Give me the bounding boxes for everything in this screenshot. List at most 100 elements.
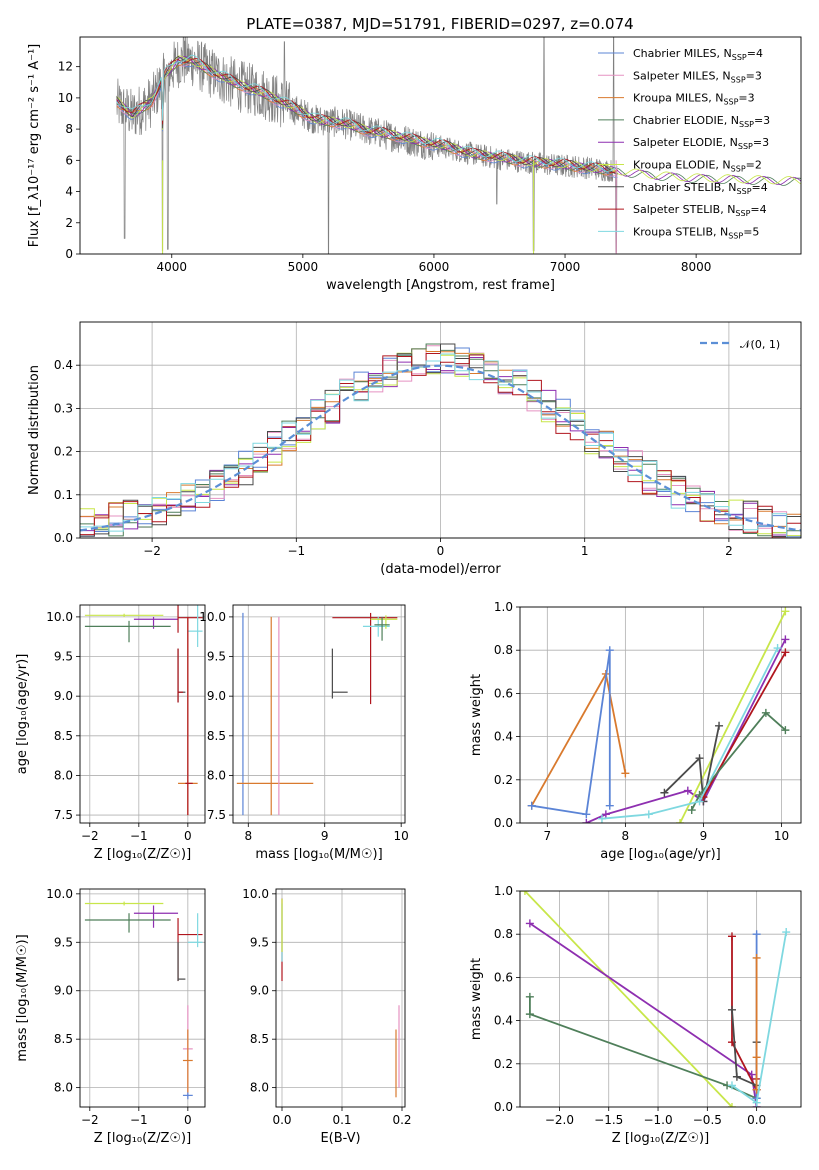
axes-frame <box>519 606 802 824</box>
weight-line <box>663 725 720 802</box>
errorbar-point <box>374 616 390 641</box>
y-tick-label: 1.0 <box>494 600 513 614</box>
y-tick-label: 0.8 <box>494 927 513 941</box>
legend-entry-tail: =4 <box>747 47 763 60</box>
weight-marker <box>597 814 606 823</box>
x-axis-label: Z [log₁₀(Z/Z☉)] <box>94 847 191 862</box>
legend-entry-sub: SSP <box>728 231 743 240</box>
x-axis-label: (data-model)/error <box>380 562 501 577</box>
legend-entry-tail: =4 <box>752 181 768 194</box>
y-tick-label: 0.6 <box>494 970 513 984</box>
legend-entry: Chabrier STELIB, NSSP=4 <box>633 181 768 196</box>
plot-area <box>116 37 801 254</box>
errorbar-point <box>84 613 164 617</box>
spectrum-title: PLATE=0387, MJD=51791, FIBERID=0297, z=0… <box>246 15 633 33</box>
errorbar-point <box>242 612 244 816</box>
errorbar-point <box>332 612 398 705</box>
legend-entry-sub: SSP <box>731 165 746 174</box>
weight-marker <box>732 1072 741 1081</box>
legend-entry-label: Chabrier MILES, N <box>633 47 732 60</box>
y-tick-label: 0.4 <box>494 730 513 744</box>
plot-area <box>281 898 400 1098</box>
y-tick-label: 9.0 <box>207 689 226 703</box>
x-tick-label: 0.1 <box>332 1113 351 1127</box>
weight-vs-Z-panel: −2.0 −1.5 −1.0 −0.5 0.0 0.0 0.2 0.4 0.6 0.8 1.0 Z [… <box>469 884 802 1146</box>
errorbar-point <box>370 615 398 629</box>
mass-vs-Z-panel: −2 −1 0 8.0 8.5 9.0 9.5 10.0 Z [log₁₀(Z/Z☉)] mass… <box>15 887 206 1146</box>
x-tick-label: 5000 <box>288 260 319 274</box>
y-tick-label: 7.5 <box>54 808 73 822</box>
errorbar-point <box>187 605 203 648</box>
y-tick-label: 9.5 <box>250 935 269 949</box>
errorbar-point <box>187 913 203 948</box>
x-tick-label: 0.0 <box>747 1113 766 1127</box>
model-spectrum-kroupa-elodie <box>116 55 801 185</box>
weight-marker <box>687 806 696 815</box>
weight-marker <box>520 891 529 895</box>
legend-entry-tail: =5 <box>743 225 759 238</box>
x-tick-label: 0.0 <box>272 1113 291 1127</box>
histogram-chabrier-stelib <box>80 343 801 537</box>
legend-entry-sub: SSP <box>735 209 750 218</box>
errorbar-point <box>182 1092 193 1100</box>
errorbar-point <box>177 918 203 982</box>
x-tick-label: −2.0 <box>545 1113 574 1127</box>
model-spectrum-salpeter-elodie <box>116 56 801 186</box>
y-tick-label: 8.5 <box>54 1032 73 1046</box>
histogram-kroupa-stelib <box>80 353 801 538</box>
y-tick-label: 4 <box>65 185 73 199</box>
weight-marker <box>676 819 685 823</box>
x-axis-label: wavelength [Angstrom, rest frame] <box>326 278 555 293</box>
y-tick-label: 0.8 <box>494 643 513 657</box>
y-tick-label: 10.0 <box>199 610 226 624</box>
spectrum-panel: 4000 5000 6000 7000 8000 0 2 4 6 8 10 12 wavelength … <box>27 36 802 293</box>
weight-marker <box>752 930 761 939</box>
legend-entry: Salpeter STELIB, NSSP=4 <box>633 203 767 218</box>
y-tick-label: 7.5 <box>207 808 226 822</box>
weight-marker <box>727 1005 736 1014</box>
y-tick-label: 12 <box>58 60 73 74</box>
weight-marker <box>761 708 770 717</box>
weight-line <box>585 638 787 823</box>
mass-vs-ebv-panel: 0.0 0.1 0.2 8.0 8.5 9.0 9.5 10.0 E(B-V) <box>242 887 411 1146</box>
y-tick-label: 8 <box>65 122 73 136</box>
y-tick-label: 8.0 <box>54 768 73 782</box>
legend-entry: Salpeter MILES, NSSP=3 <box>633 69 762 84</box>
x-tick-label: −2 <box>143 544 161 558</box>
y-tick-label: 2 <box>65 216 73 230</box>
weight-marker <box>781 607 790 616</box>
weight-line <box>601 647 779 820</box>
x-tick-label: 6000 <box>419 260 450 274</box>
weight-marker <box>752 953 761 962</box>
weight-marker <box>727 932 736 941</box>
weight-marker <box>660 788 669 797</box>
plot-area <box>236 612 398 816</box>
errorbar-point <box>177 605 203 633</box>
y-axis-label: mass weight <box>469 958 484 1040</box>
y-tick-label: 10.0 <box>46 887 73 901</box>
x-tick-label: 10 <box>774 829 789 843</box>
plot-area <box>527 607 790 823</box>
model-spectrum-kroupa-stelib <box>116 54 618 172</box>
weight-marker <box>621 769 630 778</box>
legend-entry-label: Salpeter MILES, N <box>633 69 731 82</box>
y-tick-label: 0 <box>65 247 73 261</box>
errorbar-point <box>395 1029 397 1098</box>
x-tick-label: −1.5 <box>594 1113 623 1127</box>
y-tick-label: 0.0 <box>494 1100 513 1114</box>
errorbar-point <box>185 616 193 816</box>
errorbar-point <box>331 648 348 699</box>
weight-marker <box>601 810 610 819</box>
weight-marker <box>727 1103 736 1107</box>
x-axis-label: mass [log₁₀(M/M☉)] <box>255 847 382 862</box>
weight-marker <box>782 928 791 937</box>
plot-area <box>84 901 203 1100</box>
observed-spectrum <box>116 37 618 254</box>
weight-marker <box>644 810 653 819</box>
x-tick-label: −1 <box>287 544 305 558</box>
x-tick-label: −1 <box>130 1113 148 1127</box>
y-tick-label: 8.0 <box>207 768 226 782</box>
y-tick-label: 9.0 <box>54 984 73 998</box>
legend-entry-label: Chabrier ELODIE, N <box>633 114 739 127</box>
